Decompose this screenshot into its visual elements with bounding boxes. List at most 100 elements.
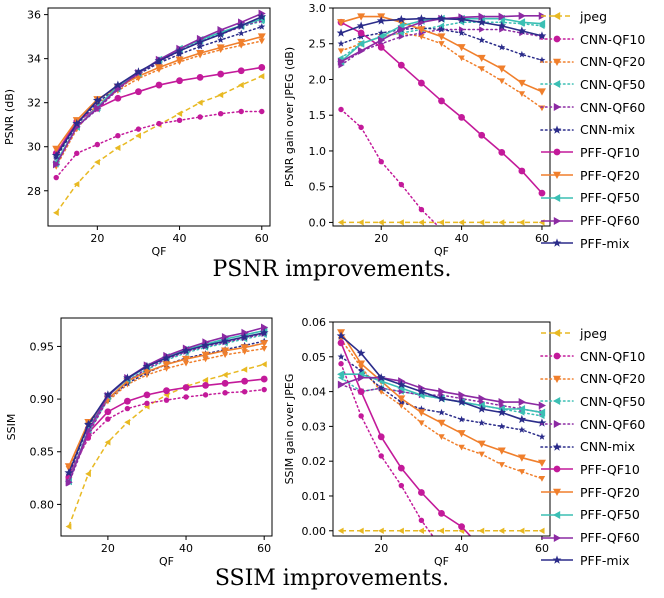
series-cnn-qf20-point	[241, 349, 248, 355]
series-cnn-mix-point	[377, 29, 385, 36]
legend-item: CNN-QF20	[540, 367, 645, 390]
series-pff-qf60-point	[538, 401, 546, 410]
series-cnn-mix-point	[478, 419, 486, 426]
series-pff-qf10-point	[176, 77, 183, 85]
series-cnn-qf10-point	[499, 288, 504, 293]
legend-label: PFF-QF10	[580, 461, 640, 477]
y-tick-label: 0.05	[302, 351, 327, 364]
y-tick-label: 0.0	[309, 216, 327, 229]
series-cnn-qf20-point	[202, 356, 209, 363]
series-cnn-qf20-point	[518, 469, 526, 475]
series-cnn-qf10-point	[439, 545, 444, 550]
series-cnn-qf10-point	[135, 126, 142, 132]
series-pff-qf20	[52, 33, 266, 153]
series-cnn-qf20-point	[418, 420, 425, 427]
legend-label: CNN-QF10	[580, 31, 646, 47]
series-pff-mix-point	[336, 331, 346, 340]
legend-item: CNN-QF20	[540, 50, 645, 73]
legend-label: PFF-mix	[580, 552, 630, 568]
series-pff-qf10-point	[418, 489, 425, 496]
y-tick-label: 3.0	[309, 2, 327, 15]
legend-swatch	[541, 488, 573, 497]
legend-item: PFF-QF60	[540, 526, 645, 549]
series-pff-mix-point	[259, 328, 269, 337]
legend-swatch	[540, 58, 574, 66]
series-cnn-qf10-point	[378, 158, 384, 165]
legend-swatch	[541, 12, 573, 21]
legend-swatch	[541, 238, 573, 247]
x-tick-label: 60	[535, 232, 549, 245]
legend-item: PFF-QF20	[540, 164, 645, 187]
series-cnn-qf10	[338, 361, 444, 550]
series-pff-qf10-point	[357, 29, 365, 37]
series-jpeg-point	[438, 527, 445, 534]
plot-area	[336, 11, 547, 293]
series-jpeg-point	[478, 219, 485, 226]
legend-label: PFF-QF50	[580, 507, 640, 523]
legend-label: PFF-QF60	[580, 530, 640, 546]
series-jpeg-point	[124, 419, 130, 426]
legend-label: jpeg	[580, 8, 608, 24]
series-pff-qf20-point	[517, 454, 526, 462]
series-cnn-qf20-point	[478, 66, 485, 72]
legend-label: CNN-QF20	[580, 54, 646, 70]
series-pff-qf60-point	[438, 387, 446, 396]
series-pff-qf10-point	[143, 391, 151, 399]
series-pff-mix-point	[181, 346, 191, 355]
series-cnn-qf10-point	[439, 227, 444, 232]
y-tick-label: 0.01	[302, 490, 327, 503]
series-pff-mix-point	[477, 404, 487, 413]
series-cnn-qf10	[53, 108, 265, 181]
x-tick-label: 60	[255, 232, 269, 245]
series-cnn-qf20-point	[438, 41, 445, 47]
legend-item: CNN-QF60	[540, 413, 645, 436]
series-pff-qf10-point	[202, 382, 209, 389]
series-pff-qf20-point	[517, 79, 526, 88]
series-pff-qf10	[337, 339, 472, 536]
series-pff-qf10-point	[357, 388, 365, 395]
y-tick-label: 0.06	[302, 316, 327, 329]
series-cnn-qf10-point	[459, 248, 464, 253]
series-cnn-mix-point	[498, 422, 506, 430]
y-axis-label: SSIM gain over JPEG	[283, 374, 296, 485]
series-pff-qf10-point	[258, 64, 266, 71]
legend-swatch	[540, 80, 574, 89]
legend-swatch	[541, 149, 573, 156]
axes-frame	[60, 317, 273, 537]
legend-label: PFF-QF50	[580, 190, 640, 206]
series-cnn-qf10-point	[338, 106, 344, 113]
series-cnn-mix-point	[438, 408, 445, 416]
series-jpeg-point	[357, 527, 364, 534]
series-pff-qf10-point	[438, 97, 445, 105]
series-pff-qf20	[337, 329, 546, 467]
series-pff-qf10-point	[124, 397, 131, 405]
y-tick-label: 36	[27, 9, 41, 22]
series-pff-qf50-point	[537, 19, 546, 28]
x-axis-label: QF	[434, 555, 449, 568]
series-pff-mix-point	[396, 14, 406, 24]
series-pff-qf60-point	[498, 12, 506, 21]
legend-item: CNN-QF60	[540, 96, 645, 119]
series-pff-qf20-point	[437, 419, 446, 427]
x-tick-label: 20	[374, 542, 388, 555]
series-pff-qf60-point	[65, 478, 73, 487]
series-pff-qf20-point	[417, 409, 426, 417]
series-cnn-mix-point	[176, 50, 184, 58]
legend-swatch	[541, 533, 573, 542]
series-pff-qf20-point	[537, 88, 546, 96]
series-cnn-qf10-point	[144, 400, 150, 407]
series-cnn-qf10-line	[340, 363, 434, 536]
series-pff-qf20-point	[437, 33, 446, 41]
plot-area	[336, 329, 547, 550]
series-cnn-qf20-point	[258, 38, 265, 45]
series-cnn-qf10-point	[261, 386, 267, 393]
series-pff-qf20-point	[260, 340, 269, 348]
series-cnn-mix-point	[258, 23, 266, 30]
series-cnn-qf20-point	[458, 444, 465, 451]
series-pff-mix-point	[154, 56, 164, 65]
series-pff-qf10-point	[458, 113, 465, 121]
series-cnn-qf10-point	[115, 132, 121, 139]
series-jpeg-point	[337, 527, 344, 534]
series-jpeg-point	[337, 219, 344, 226]
